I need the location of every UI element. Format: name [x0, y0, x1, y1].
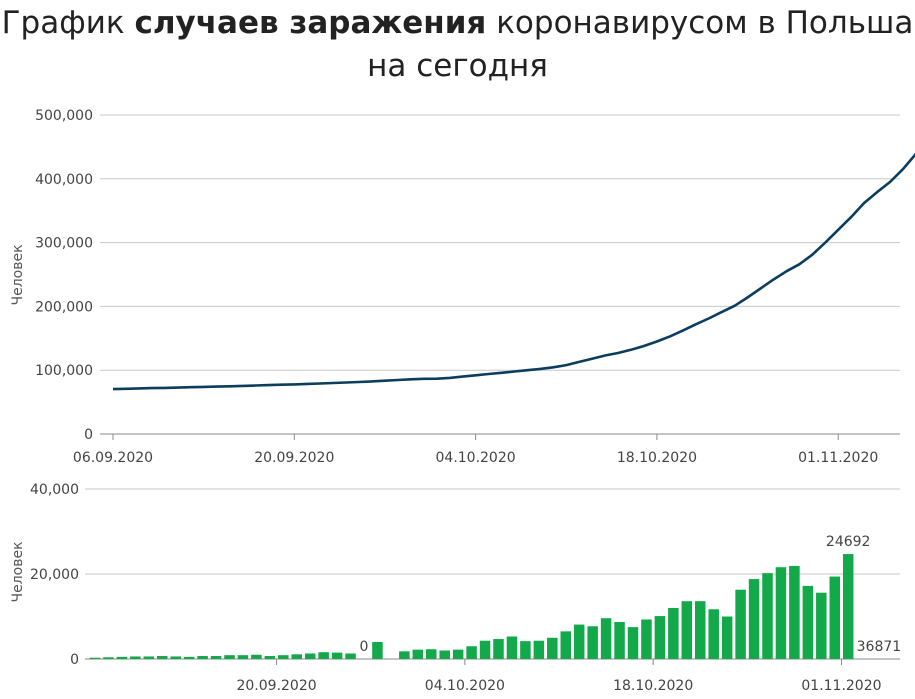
bar — [130, 656, 141, 659]
data-label: 0 — [360, 639, 369, 655]
bar — [816, 592, 827, 659]
bar — [560, 631, 571, 659]
bar — [681, 601, 693, 659]
x-tick-label: 06.09.2020 — [73, 450, 153, 466]
bar — [264, 656, 276, 659]
y-axis-label: Человек — [10, 541, 26, 602]
y-tick-label: 500,000 — [35, 108, 93, 124]
bar — [439, 650, 450, 659]
y-tick-label: 200,000 — [35, 299, 93, 315]
bar — [547, 637, 558, 659]
bar — [210, 656, 222, 659]
bar — [573, 624, 585, 659]
y-tick-label: 400,000 — [35, 172, 93, 188]
y-tick-label: 40,000 — [30, 482, 79, 498]
bar — [318, 652, 329, 659]
bar — [708, 609, 719, 659]
y-tick-label: 300,000 — [35, 236, 93, 252]
title-line-2: на сегодня — [367, 48, 548, 84]
bar — [789, 565, 800, 659]
bar — [466, 646, 477, 659]
x-tick-label: 04.10.2020 — [436, 450, 516, 466]
bar — [600, 618, 612, 659]
y-tick-label: 0 — [70, 652, 79, 668]
bar — [412, 649, 424, 659]
x-tick-label: 20.09.2020 — [236, 678, 316, 694]
x-tick-label: 04.10.2020 — [425, 678, 505, 694]
bar — [802, 585, 814, 659]
bar — [587, 626, 598, 659]
bar — [695, 601, 706, 659]
y-tick-label: 20,000 — [30, 567, 79, 583]
bar — [278, 655, 289, 659]
y-tick-label: 0 — [84, 427, 93, 443]
bar — [143, 656, 155, 659]
data-label: 36871 — [857, 639, 902, 655]
bar — [668, 608, 679, 659]
y-axis-label: Человек — [10, 244, 26, 305]
bar — [721, 616, 733, 659]
x-tick-label: 01.11.2020 — [801, 678, 881, 694]
bar — [157, 656, 168, 659]
series-line — [112, 152, 915, 391]
bar — [197, 656, 208, 659]
bar — [735, 589, 746, 659]
bar — [304, 653, 316, 659]
bar — [533, 640, 545, 659]
bar — [170, 656, 181, 659]
bar — [520, 641, 531, 659]
bar — [479, 640, 491, 659]
bar — [426, 649, 437, 659]
bar — [291, 654, 302, 659]
chart-title: График случаев заражения коронавирусом в… — [0, 2, 915, 88]
bar — [493, 639, 504, 659]
title-line-1: График случаев заражения коронавирусом в… — [0, 2, 915, 45]
y-tick-label: 100,000 — [35, 363, 93, 379]
x-tick-label: 01.11.2020 — [798, 450, 878, 466]
bar — [775, 567, 787, 659]
x-tick-label: 18.10.2020 — [617, 450, 697, 466]
bar — [345, 653, 356, 659]
title-bold: случаев заражения — [134, 5, 487, 41]
bar — [103, 657, 114, 659]
bar — [183, 656, 195, 659]
bar — [654, 616, 666, 659]
bar — [748, 579, 760, 659]
bar — [372, 642, 383, 659]
bar — [614, 622, 625, 659]
x-tick-label: 18.10.2020 — [613, 678, 693, 694]
title-suffix: коронавирусом в Польша — [486, 5, 914, 41]
title-prefix: График — [1, 5, 135, 41]
bar — [842, 554, 854, 659]
bar — [331, 652, 343, 659]
bar — [399, 651, 410, 659]
bar — [224, 655, 235, 659]
data-label: 24692 — [826, 534, 871, 550]
bar — [506, 636, 518, 659]
bar — [251, 654, 262, 659]
x-tick-label: 20.09.2020 — [254, 450, 334, 466]
bar — [829, 576, 840, 659]
bar — [237, 655, 249, 659]
bar — [116, 656, 128, 659]
bar — [89, 657, 101, 659]
bar — [627, 627, 639, 659]
bar — [762, 573, 773, 659]
bar — [641, 619, 652, 659]
bar — [452, 649, 464, 659]
